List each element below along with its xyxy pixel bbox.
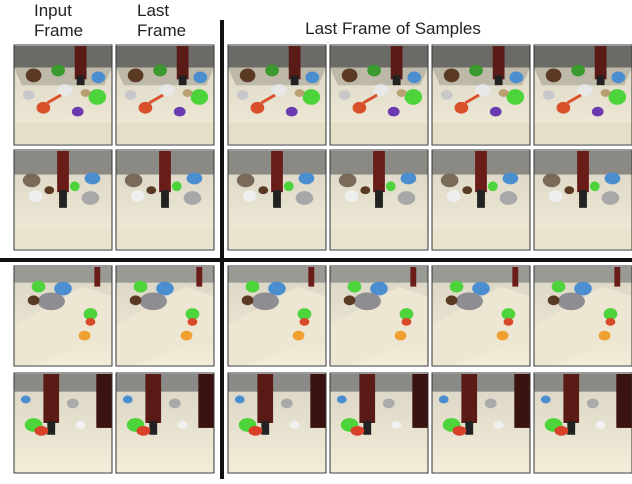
frame-image (14, 266, 112, 366)
frame-image (116, 373, 214, 473)
frame-scene (330, 374, 428, 472)
frame-scene (14, 374, 112, 472)
frame-scene (534, 151, 632, 249)
frame-image (534, 150, 632, 250)
frame-scene (116, 46, 214, 144)
frame-image (534, 373, 632, 473)
column-header: Input (34, 1, 72, 20)
frame-scene (228, 46, 326, 144)
frame-image (228, 45, 326, 145)
frame-scene (330, 267, 428, 365)
column-header: Last (137, 1, 169, 20)
frame-scene (116, 267, 214, 365)
frame-image (228, 266, 326, 366)
samples-label: Last Frame of Samples (305, 19, 481, 38)
frame-image (432, 373, 530, 473)
frame-image (432, 266, 530, 366)
column-header: Frame (137, 21, 186, 40)
frame-scene (330, 46, 428, 144)
column-header: Frame (34, 21, 83, 40)
frame-scene (432, 46, 530, 144)
frame-scene (228, 374, 326, 472)
frame-image (116, 266, 214, 366)
frame-image (14, 373, 112, 473)
frame-scene (534, 267, 632, 365)
frame-scene (330, 151, 428, 249)
frame-scene (432, 374, 530, 472)
vertical-divider (220, 20, 224, 479)
frame-image (14, 45, 112, 145)
frame-image (432, 45, 530, 145)
frame-scene (534, 374, 632, 472)
horizontal-divider (0, 258, 632, 262)
frame-image (330, 373, 428, 473)
frame-image (14, 150, 112, 250)
frame-image (330, 45, 428, 145)
frame-scene (116, 374, 214, 472)
frame-scene (534, 46, 632, 144)
frame-image (228, 373, 326, 473)
frame-image (116, 150, 214, 250)
frame-image (534, 45, 632, 145)
frame-scene (14, 267, 112, 365)
figure: InputFrameLastFrame Last Frame of Sample… (0, 0, 632, 479)
frame-scene (228, 151, 326, 249)
frame-scene (116, 151, 214, 249)
frame-scene (432, 151, 530, 249)
frame-image (330, 266, 428, 366)
frame-image (330, 150, 428, 250)
frame-image (534, 266, 632, 366)
frame-scene (14, 46, 112, 144)
frame-scene (432, 267, 530, 365)
frame-scene (228, 267, 326, 365)
frame-image (432, 150, 530, 250)
frame-image (228, 150, 326, 250)
frame-scene (14, 151, 112, 249)
frame-image (116, 45, 214, 145)
